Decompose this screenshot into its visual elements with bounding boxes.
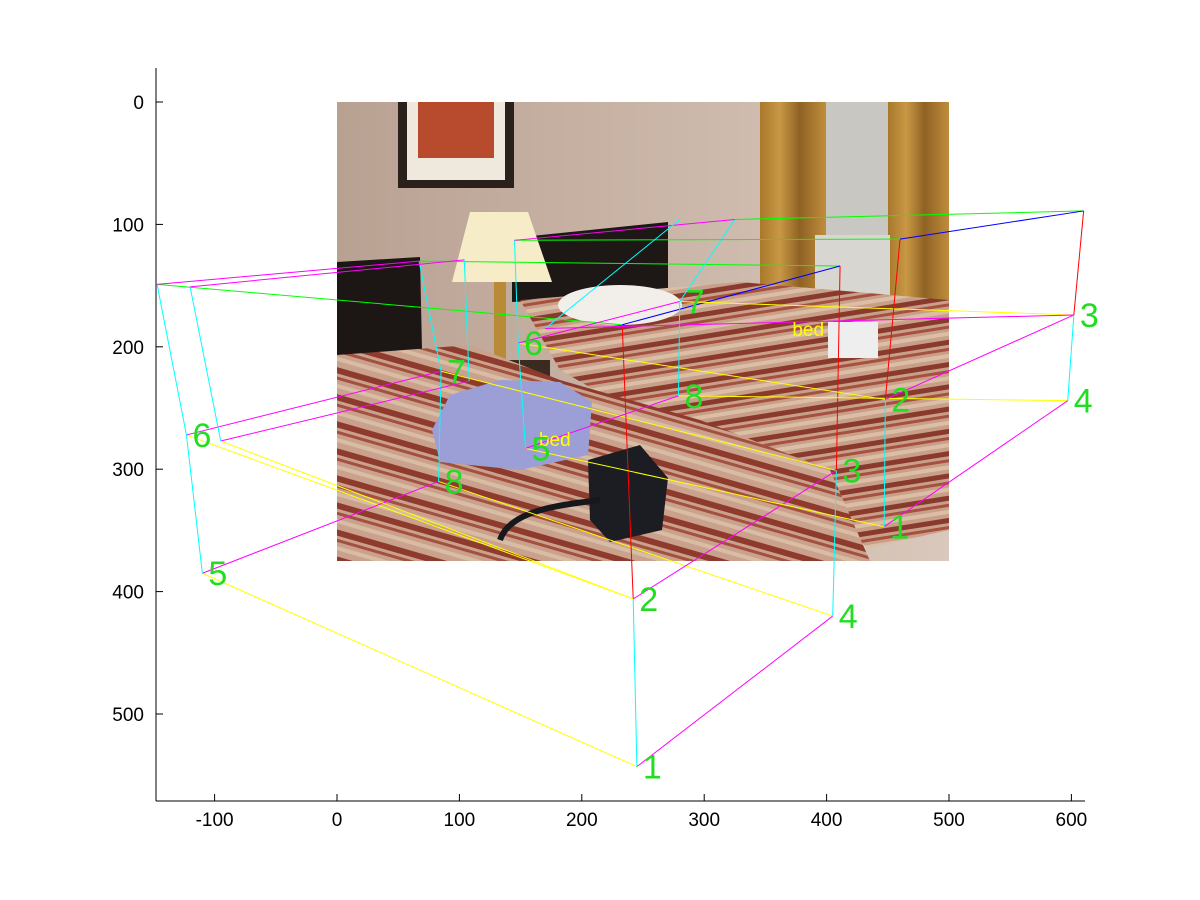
y-tick-label: 500 bbox=[112, 705, 144, 726]
box-edge-bottom bbox=[186, 370, 442, 436]
box-edge-top bbox=[157, 260, 420, 285]
photo-curtain-right bbox=[888, 102, 949, 322]
photo-headboard-left bbox=[337, 257, 422, 356]
box-edge-bottom bbox=[440, 370, 837, 471]
axes bbox=[155, 68, 1085, 802]
box-edge-vertical bbox=[621, 324, 634, 599]
x-tick-label: 200 bbox=[566, 810, 598, 831]
corner-label: 8 bbox=[445, 463, 464, 501]
corner-label: 8 bbox=[684, 378, 703, 416]
x-tick-label: -100 bbox=[196, 810, 234, 831]
box-edge-vertical bbox=[418, 261, 442, 372]
x-tick-label: 500 bbox=[933, 810, 965, 831]
box-edge-top bbox=[514, 219, 735, 241]
box-edge-top bbox=[419, 260, 841, 267]
photo-bag-on-far-bed bbox=[828, 322, 878, 358]
box-edge-inner bbox=[463, 259, 470, 382]
box-edge-top bbox=[157, 283, 623, 326]
box-edge-inner bbox=[189, 286, 222, 442]
box-edge-vertical bbox=[185, 434, 203, 574]
class-label: bed bbox=[539, 430, 571, 451]
box-edge-top bbox=[899, 210, 1084, 240]
tick-marks-and-labels: -100 0 100 200 300 400 500 600 0 100 200 300 400 500 bbox=[112, 93, 1087, 831]
y-tick-label: 100 bbox=[112, 215, 144, 236]
box-edge-vertical bbox=[513, 240, 519, 344]
box-edge-vertical bbox=[835, 266, 841, 471]
corner-label: 1 bbox=[890, 509, 909, 547]
box-edge-bottom bbox=[678, 395, 1068, 402]
box-edge-bottom bbox=[186, 434, 634, 600]
corner-label: 6 bbox=[524, 325, 543, 363]
box-edge-bottom bbox=[518, 342, 886, 400]
photo-bag bbox=[588, 445, 668, 542]
box-edge-bottom bbox=[202, 572, 638, 768]
box-edge-bottom bbox=[525, 447, 885, 528]
y-tick-label: 300 bbox=[112, 460, 144, 481]
corner-label: 3 bbox=[842, 452, 861, 490]
photo-blanket bbox=[432, 380, 592, 470]
box-edge-inner bbox=[220, 380, 470, 442]
box-edge-vertical bbox=[156, 284, 187, 436]
corner-label: 2 bbox=[639, 581, 658, 619]
box-edge-vertical bbox=[679, 219, 736, 302]
class-label: bed bbox=[792, 320, 824, 341]
box-edge-bottom bbox=[679, 301, 1074, 316]
x-tick-label: 300 bbox=[688, 810, 720, 831]
x-tick-label: 0 bbox=[332, 810, 343, 831]
box-edge-bottom bbox=[202, 480, 439, 574]
box-edge-inner bbox=[544, 219, 681, 329]
box-edge-bottom bbox=[883, 400, 1069, 528]
box-edge-bottom bbox=[525, 395, 679, 449]
box-edge-vertical bbox=[1067, 314, 1075, 401]
box-edge-bottom bbox=[518, 301, 680, 344]
box-edge-bottom bbox=[438, 480, 833, 617]
photo-bag-strap bbox=[497, 497, 601, 542]
box-edge-inner bbox=[545, 314, 1074, 329]
box-edge-vertical bbox=[517, 343, 526, 449]
box-edge-top bbox=[734, 210, 1084, 221]
box-edge-vertical bbox=[632, 598, 638, 767]
photo-picture-art bbox=[418, 102, 494, 158]
corner-label: 1 bbox=[643, 749, 662, 787]
box-overlays bbox=[156, 210, 1085, 768]
corner-label: 5 bbox=[208, 555, 227, 593]
box-edge-vertical bbox=[883, 399, 886, 527]
photo-ac-unit bbox=[815, 235, 890, 300]
box-edge-bottom bbox=[885, 314, 1075, 400]
box-edge-bottom bbox=[632, 470, 837, 600]
corner-label: 4 bbox=[1074, 383, 1093, 421]
box-edge-top bbox=[622, 265, 841, 326]
corner-label: 5 bbox=[531, 430, 550, 468]
box-edge-vertical bbox=[677, 301, 681, 396]
corner-label: 6 bbox=[192, 417, 211, 455]
x-tick-label: 100 bbox=[444, 810, 476, 831]
photo-pillow-far bbox=[558, 285, 682, 325]
corner-label: 7 bbox=[447, 353, 466, 391]
corner-label: 7 bbox=[686, 284, 705, 322]
box-edge-top bbox=[514, 238, 901, 241]
y-tick-label: 0 bbox=[133, 93, 144, 114]
box-edge-vertical bbox=[1073, 210, 1085, 316]
photo-lamp-shade bbox=[452, 212, 552, 282]
box-edge-bottom bbox=[636, 615, 834, 768]
x-tick-label: 400 bbox=[811, 810, 843, 831]
box-edge-vertical bbox=[832, 470, 837, 617]
box-edge-vertical bbox=[438, 371, 442, 482]
box-edge-inner bbox=[190, 259, 465, 288]
box-edge-inner bbox=[220, 440, 634, 600]
corner-label: 2 bbox=[891, 381, 910, 419]
photo-lamp-base bbox=[494, 282, 506, 377]
x-tick-label: 600 bbox=[1056, 810, 1088, 831]
corner-label: 4 bbox=[839, 598, 858, 636]
y-tick-label: 200 bbox=[112, 338, 144, 359]
corner-label: 3 bbox=[1080, 297, 1099, 335]
bedroom-photo bbox=[337, 102, 949, 561]
y-tick-label: 400 bbox=[112, 583, 144, 604]
